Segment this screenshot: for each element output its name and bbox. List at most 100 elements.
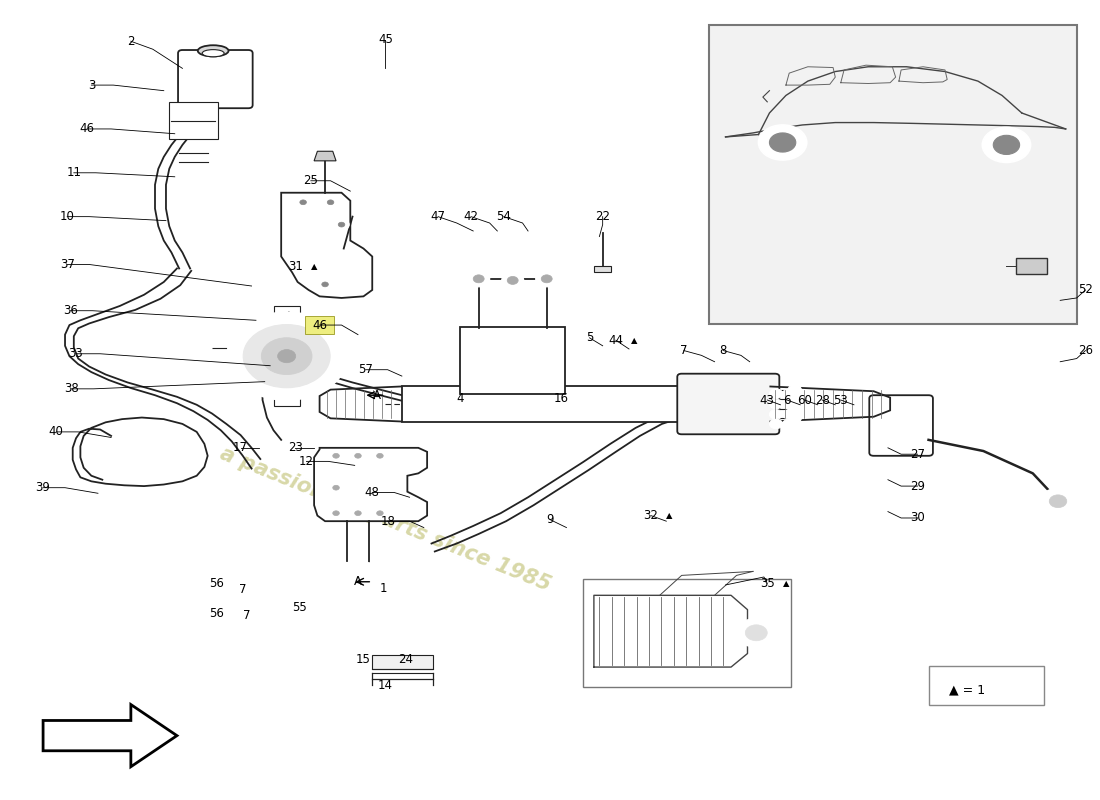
Text: 30: 30 (910, 511, 925, 525)
Text: 57: 57 (359, 363, 373, 376)
Circle shape (300, 200, 307, 205)
Circle shape (769, 399, 782, 409)
Text: 32: 32 (644, 509, 659, 522)
Circle shape (277, 350, 296, 362)
Circle shape (746, 625, 767, 641)
Circle shape (473, 275, 484, 283)
Circle shape (769, 389, 782, 398)
Circle shape (296, 197, 311, 208)
Circle shape (759, 125, 806, 160)
Circle shape (788, 385, 801, 394)
Bar (402, 386, 769, 422)
Text: 46: 46 (79, 122, 95, 135)
Text: 8: 8 (719, 344, 727, 357)
Circle shape (782, 419, 795, 429)
Text: 1: 1 (379, 582, 387, 594)
Text: 53: 53 (834, 394, 848, 406)
Text: 47: 47 (430, 210, 446, 223)
Polygon shape (282, 193, 372, 298)
Text: 11: 11 (66, 166, 81, 179)
Circle shape (993, 135, 1020, 154)
Circle shape (330, 451, 342, 461)
Circle shape (354, 454, 361, 458)
Circle shape (338, 222, 344, 227)
Circle shape (374, 562, 387, 572)
Text: 46: 46 (312, 318, 327, 331)
Text: 4: 4 (456, 392, 464, 405)
Text: 15: 15 (356, 654, 371, 666)
Bar (274, 306, 300, 406)
Polygon shape (315, 448, 427, 521)
Text: 43: 43 (760, 394, 774, 406)
Bar (710, 26, 1077, 324)
Circle shape (782, 410, 795, 419)
Circle shape (333, 219, 349, 230)
Circle shape (176, 110, 185, 116)
Text: 5: 5 (586, 331, 593, 344)
Text: 17: 17 (233, 442, 249, 454)
Text: 28: 28 (815, 394, 829, 406)
Circle shape (322, 282, 329, 286)
Text: 10: 10 (59, 210, 75, 223)
Text: A: A (354, 575, 362, 588)
Circle shape (323, 197, 338, 208)
Text: 60: 60 (798, 394, 812, 406)
FancyBboxPatch shape (306, 316, 333, 334)
Text: 31: 31 (288, 259, 302, 273)
Ellipse shape (198, 46, 229, 56)
Circle shape (361, 562, 374, 572)
Circle shape (982, 127, 1031, 162)
Text: ▲: ▲ (631, 336, 638, 345)
Text: 54: 54 (496, 210, 512, 223)
Text: 22: 22 (595, 210, 610, 223)
Circle shape (373, 451, 386, 461)
Text: ▲: ▲ (667, 511, 673, 520)
Circle shape (262, 338, 312, 374)
Circle shape (376, 511, 383, 515)
Text: 33: 33 (68, 347, 84, 360)
Text: 25: 25 (304, 174, 318, 187)
Bar (928, 666, 1044, 705)
Circle shape (468, 271, 490, 286)
Circle shape (788, 394, 801, 404)
Text: 18: 18 (381, 514, 395, 528)
Circle shape (1041, 489, 1076, 514)
FancyBboxPatch shape (460, 326, 565, 394)
Circle shape (328, 200, 333, 205)
Text: 48: 48 (365, 486, 380, 499)
Circle shape (788, 404, 801, 414)
Circle shape (250, 580, 263, 590)
Circle shape (1049, 495, 1067, 508)
Circle shape (282, 392, 293, 400)
Text: 55: 55 (293, 601, 307, 614)
Text: 26: 26 (1078, 344, 1093, 357)
Text: 27: 27 (910, 448, 925, 461)
Text: 7: 7 (243, 609, 251, 622)
Circle shape (200, 110, 209, 116)
Circle shape (236, 580, 250, 590)
Polygon shape (43, 705, 177, 766)
Text: 9: 9 (547, 513, 553, 526)
Text: 35: 35 (760, 577, 774, 590)
Circle shape (782, 399, 795, 409)
Circle shape (541, 275, 552, 283)
Text: 40: 40 (48, 426, 64, 438)
Bar (1016, 258, 1047, 274)
Text: 37: 37 (59, 258, 75, 271)
Circle shape (200, 126, 209, 132)
Text: 29: 29 (910, 479, 925, 493)
Circle shape (507, 277, 518, 285)
Text: ▲: ▲ (311, 262, 317, 270)
Text: 12: 12 (299, 455, 314, 468)
Circle shape (332, 454, 339, 458)
Circle shape (536, 271, 558, 286)
Circle shape (769, 410, 782, 419)
Circle shape (769, 419, 782, 429)
Polygon shape (315, 151, 336, 161)
Text: 42: 42 (463, 210, 478, 223)
Text: 7: 7 (680, 344, 688, 357)
Circle shape (788, 414, 801, 423)
Polygon shape (594, 266, 612, 273)
Circle shape (343, 346, 361, 358)
Circle shape (263, 580, 276, 590)
